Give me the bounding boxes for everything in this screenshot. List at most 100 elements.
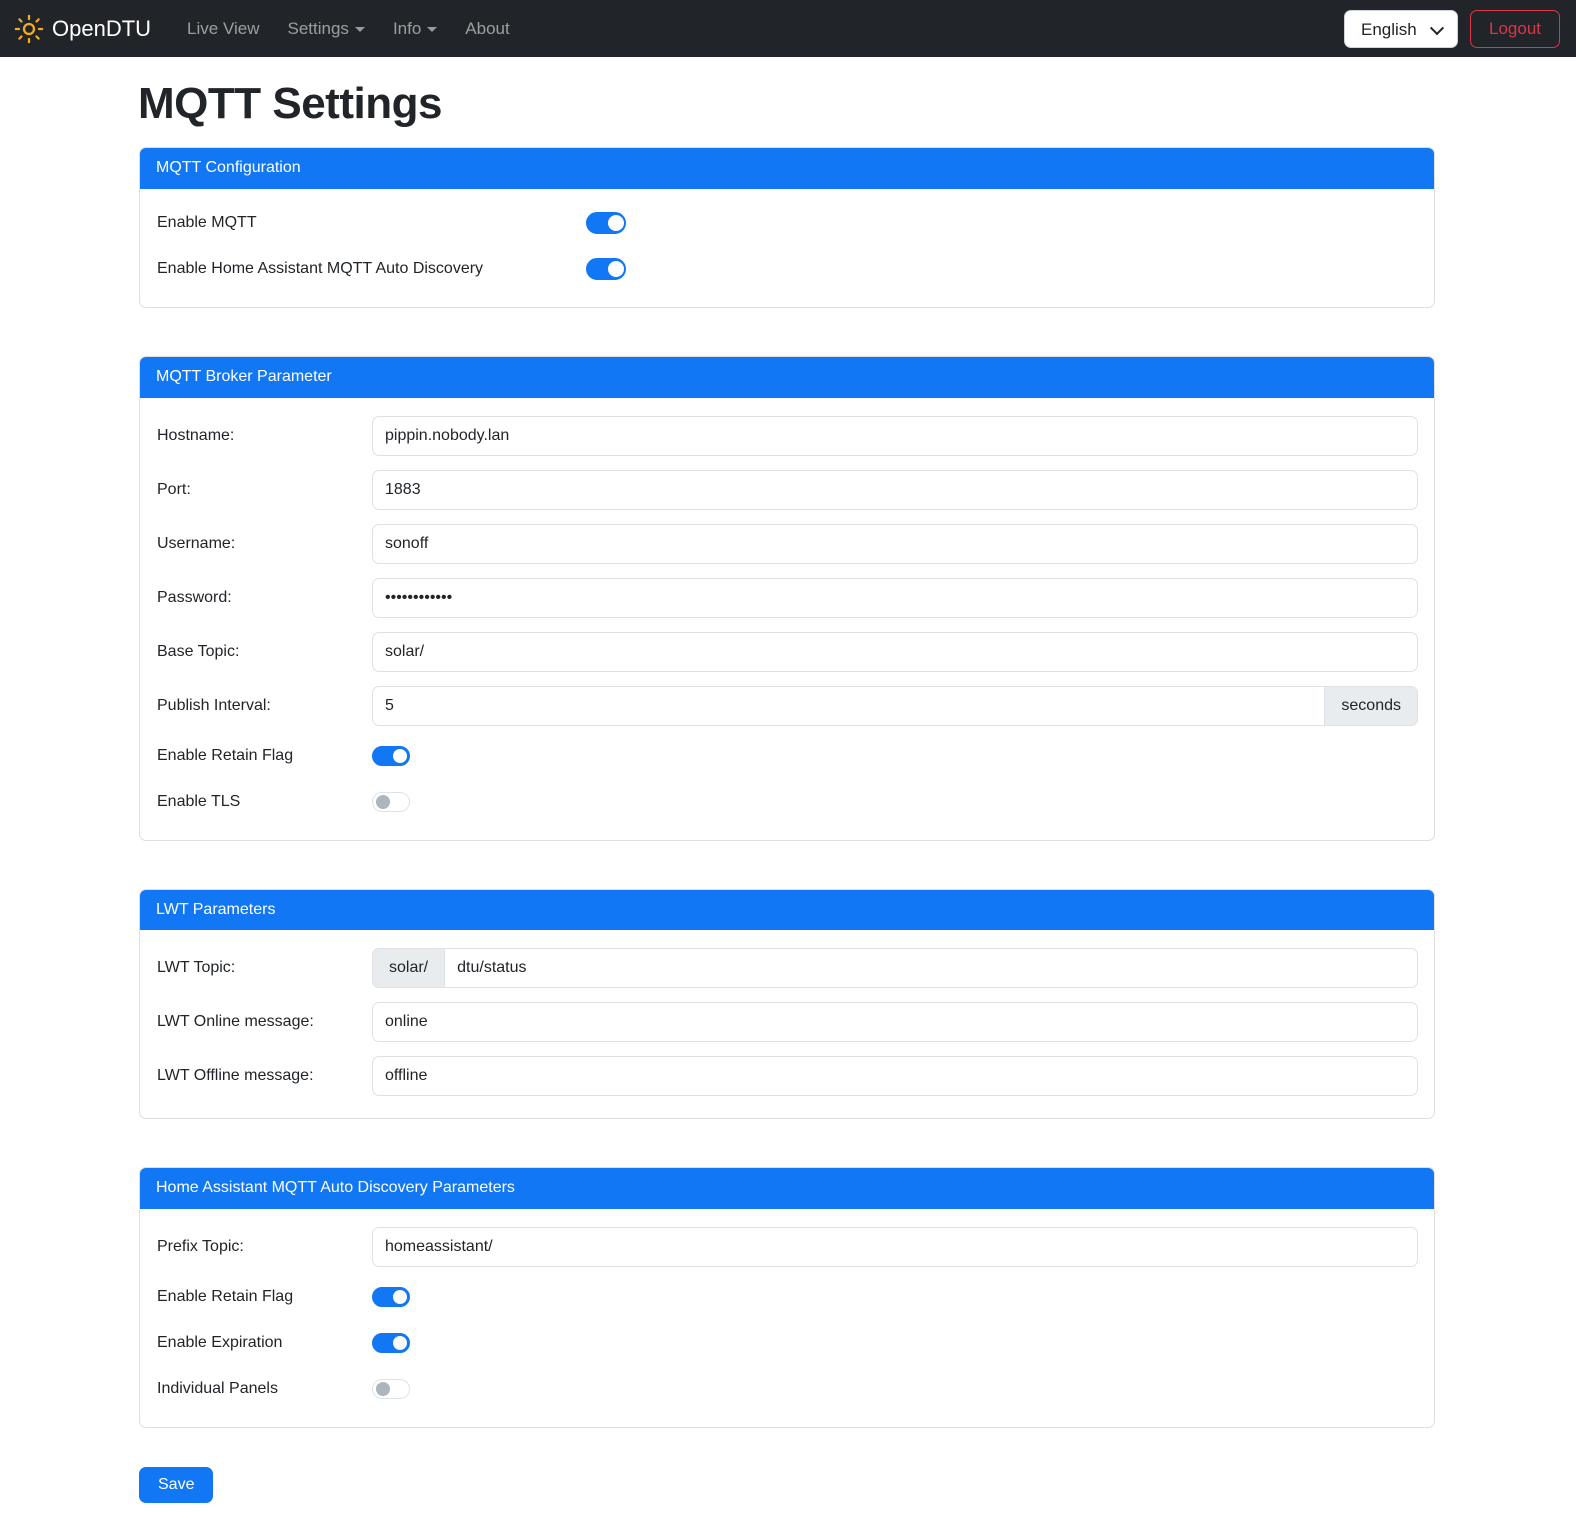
- nav-link-info-label: Info: [392, 18, 422, 38]
- label-prefix-topic: Prefix Topic:: [157, 1238, 244, 1256]
- hostname-input[interactable]: [372, 415, 1418, 456]
- publish-interval-input[interactable]: [372, 685, 1326, 726]
- port-input[interactable]: [372, 469, 1418, 510]
- chevron-down-icon: [427, 27, 438, 32]
- field-enable-ha-auto-discovery: [586, 257, 626, 280]
- lwt-topic-input[interactable]: [444, 948, 1418, 989]
- label-ha-retain-flag: Enable Retain Flag: [157, 1288, 294, 1306]
- top-navbar: OpenDTU Live View Settings Info About En…: [0, 0, 1576, 57]
- prefix-topic-input[interactable]: [372, 1227, 1418, 1268]
- card-body-mqtt-broker-parameter: Hostname: Port: Username:: [140, 398, 1434, 840]
- toggle-enable-tls[interactable]: [372, 791, 410, 812]
- row-enable-mqtt: Enable MQTT: [156, 207, 1418, 239]
- chevron-down-icon: [354, 27, 365, 32]
- label-lwt-online-message: LWT Online message:: [157, 1013, 314, 1031]
- card-header-home-assistant-parameters: Home Assistant MQTT Auto Discovery Param…: [140, 1168, 1434, 1210]
- row-base-topic: Base Topic:: [156, 631, 1418, 672]
- label-lwt-topic: LWT Topic:: [157, 959, 236, 977]
- nav-link-settings[interactable]: Settings: [274, 15, 379, 43]
- card-body-mqtt-configuration: Enable MQTT Enable Home Assistant MQTT A…: [140, 189, 1434, 307]
- toggle-broker-retain-flag[interactable]: [372, 745, 410, 766]
- card-header-mqtt-configuration: MQTT Configuration: [140, 148, 1434, 189]
- field-password: [372, 577, 1418, 618]
- navbar-links: Live View Settings Info About: [173, 15, 524, 43]
- row-prefix-topic: Prefix Topic:: [156, 1227, 1418, 1268]
- label-port: Port:: [157, 480, 191, 498]
- sun-icon: [14, 14, 44, 43]
- nav-link-live-view[interactable]: Live View: [173, 15, 273, 43]
- language-select-wrapper: English: [1344, 10, 1458, 48]
- row-broker-retain-flag: Enable Retain Flag: [156, 740, 1418, 772]
- field-lwt-topic: solar/: [372, 948, 1418, 989]
- row-enable-tls: Enable TLS: [156, 786, 1418, 818]
- label-password: Password:: [157, 588, 232, 606]
- toggle-individual-panels[interactable]: [372, 1379, 410, 1400]
- toggle-ha-expiration[interactable]: [372, 1333, 410, 1354]
- row-publish-interval: Publish Interval: seconds: [156, 685, 1418, 726]
- label-enable-ha-auto-discovery: Enable Home Assistant MQTT Auto Discover…: [157, 259, 484, 277]
- nav-link-about-label: About: [465, 18, 510, 38]
- card-header-mqtt-broker-parameter: MQTT Broker Parameter: [140, 356, 1434, 398]
- toggle-ha-retain-flag[interactable]: [372, 1287, 410, 1308]
- publish-interval-unit: seconds: [1325, 685, 1418, 726]
- row-ha-expiration: Enable Expiration: [156, 1327, 1418, 1359]
- field-publish-interval: seconds: [372, 685, 1418, 726]
- logout-button[interactable]: Logout: [1470, 10, 1560, 48]
- row-lwt-topic: LWT Topic: solar/: [156, 948, 1418, 989]
- row-password: Password:: [156, 577, 1418, 618]
- label-enable-mqtt: Enable MQTT: [157, 213, 257, 231]
- row-lwt-online-message: LWT Online message:: [156, 1002, 1418, 1043]
- lwt-topic-prefix: solar/: [372, 948, 445, 989]
- lwt-online-message-input[interactable]: [372, 1002, 1418, 1043]
- field-ha-expiration: [372, 1333, 410, 1354]
- row-ha-retain-flag: Enable Retain Flag: [156, 1281, 1418, 1313]
- field-lwt-online-message: [372, 1002, 1418, 1043]
- toggle-enable-mqtt[interactable]: [586, 211, 626, 234]
- nav-link-info[interactable]: Info: [379, 15, 451, 43]
- field-port: [372, 469, 1418, 510]
- settings-container: MQTT Configuration Enable MQTT Enable Ho…: [139, 147, 1435, 1429]
- card-home-assistant-parameters: Home Assistant MQTT Auto Discovery Param…: [139, 1167, 1435, 1429]
- navbar-actions: English Logout: [1344, 10, 1560, 48]
- label-hostname: Hostname:: [157, 426, 235, 444]
- label-lwt-offline-message: LWT Offline message:: [157, 1067, 314, 1085]
- row-username: Username:: [156, 523, 1418, 564]
- card-mqtt-broker-parameter: MQTT Broker Parameter Hostname: Port: Us…: [139, 355, 1435, 841]
- field-individual-panels: [372, 1379, 410, 1400]
- nav-link-settings-label: Settings: [287, 18, 349, 38]
- row-port: Port:: [156, 469, 1418, 510]
- row-lwt-offline-message: LWT Offline message:: [156, 1056, 1418, 1097]
- field-lwt-offline-message: [372, 1056, 1418, 1097]
- row-individual-panels: Individual Panels: [156, 1373, 1418, 1405]
- row-enable-ha-auto-discovery: Enable Home Assistant MQTT Auto Discover…: [156, 253, 1418, 285]
- label-broker-retain-flag: Enable Retain Flag: [157, 746, 294, 764]
- page-content: MQTT Settings MQTT Configuration Enable …: [0, 79, 1576, 1527]
- field-enable-mqtt: [586, 211, 626, 234]
- label-ha-expiration: Enable Expiration: [157, 1334, 283, 1352]
- field-prefix-topic: [372, 1227, 1418, 1268]
- label-enable-tls: Enable TLS: [157, 792, 241, 810]
- lwt-offline-message-input[interactable]: [372, 1056, 1418, 1097]
- label-base-topic: Base Topic:: [157, 642, 240, 660]
- card-body-lwt-parameters: LWT Topic: solar/ LWT Online message: LW…: [140, 930, 1434, 1118]
- username-input[interactable]: [372, 523, 1418, 564]
- language-select[interactable]: English: [1344, 10, 1458, 48]
- field-username: [372, 523, 1418, 564]
- card-lwt-parameters: LWT Parameters LWT Topic: solar/ LWT Onl…: [139, 888, 1435, 1120]
- card-header-lwt-parameters: LWT Parameters: [140, 889, 1434, 931]
- nav-link-about[interactable]: About: [451, 15, 523, 43]
- toggle-enable-ha-auto-discovery[interactable]: [586, 257, 626, 280]
- label-individual-panels: Individual Panels: [157, 1380, 278, 1398]
- field-base-topic: [372, 631, 1418, 672]
- card-mqtt-configuration: MQTT Configuration Enable MQTT Enable Ho…: [139, 147, 1435, 308]
- card-body-home-assistant-parameters: Prefix Topic: Enable Retain Flag Enable …: [140, 1209, 1434, 1427]
- base-topic-input[interactable]: [372, 631, 1418, 672]
- save-button[interactable]: Save: [139, 1467, 214, 1504]
- page-title: MQTT Settings: [138, 79, 442, 128]
- password-input[interactable]: [372, 577, 1418, 618]
- field-ha-retain-flag: [372, 1287, 410, 1308]
- brand-logo[interactable]: OpenDTU: [14, 14, 151, 44]
- label-publish-interval: Publish Interval:: [157, 696, 271, 714]
- field-enable-tls: [372, 791, 410, 812]
- field-hostname: [372, 415, 1418, 456]
